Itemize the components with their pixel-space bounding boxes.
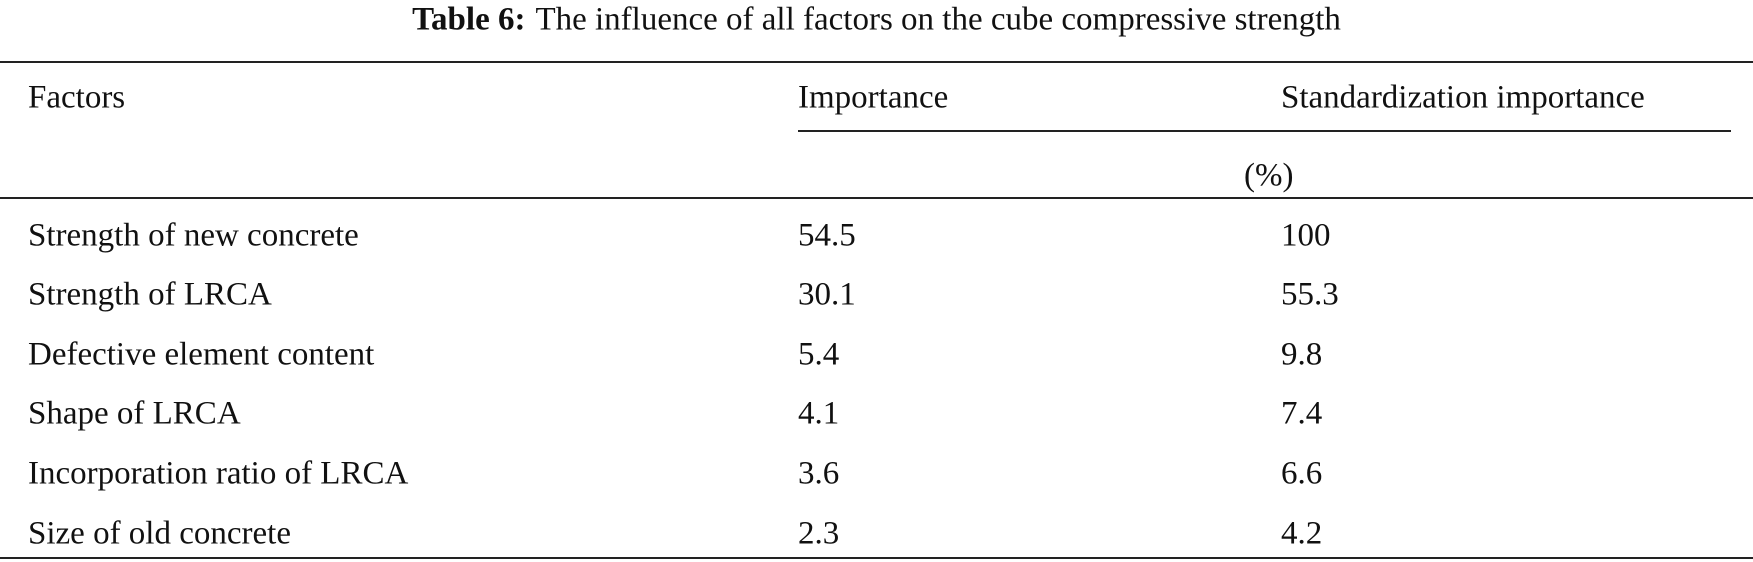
value-cell: 3.6 — [798, 455, 840, 492]
bottom-rule — [0, 557, 1753, 559]
value-cell: 2.3 — [798, 515, 840, 552]
header-cell: Importance — [798, 79, 949, 116]
value-cell: 100 — [1281, 217, 1331, 254]
value-cell: 4.2 — [1281, 515, 1323, 552]
value-cell: 4.1 — [798, 395, 840, 432]
top-rule — [0, 61, 1753, 63]
header-cell: Factors — [28, 79, 126, 116]
caption-text: The influence of all factors on the cube… — [535, 1, 1341, 38]
value-cell: 9.8 — [1281, 336, 1323, 373]
value-cell: 5.4 — [798, 336, 840, 373]
value-cell: 7.4 — [1281, 395, 1323, 432]
header-rule — [0, 197, 1753, 199]
factor-cell: Defective element content — [28, 336, 375, 373]
factor-cell: Incorporation ratio of LRCA — [28, 455, 409, 492]
value-cell: 30.1 — [798, 276, 856, 313]
caption-label: Table 6: — [412, 1, 526, 38]
factor-cell: Strength of new concrete — [28, 217, 359, 254]
value-cell: 54.5 — [798, 217, 856, 254]
value-cell: 6.6 — [1281, 455, 1323, 492]
value-cell: 55.3 — [1281, 276, 1339, 313]
header-cell: Standardization importance — [1281, 79, 1645, 116]
table-caption: Table 6: The influence of all factors on … — [0, 1, 1753, 38]
factor-cell: Size of old concrete — [28, 515, 291, 552]
factor-cell: Shape of LRCA — [28, 395, 241, 432]
header-unit: (%) — [1244, 157, 1294, 194]
header-span-rule — [798, 130, 1731, 132]
factor-cell: Strength of LRCA — [28, 276, 272, 313]
